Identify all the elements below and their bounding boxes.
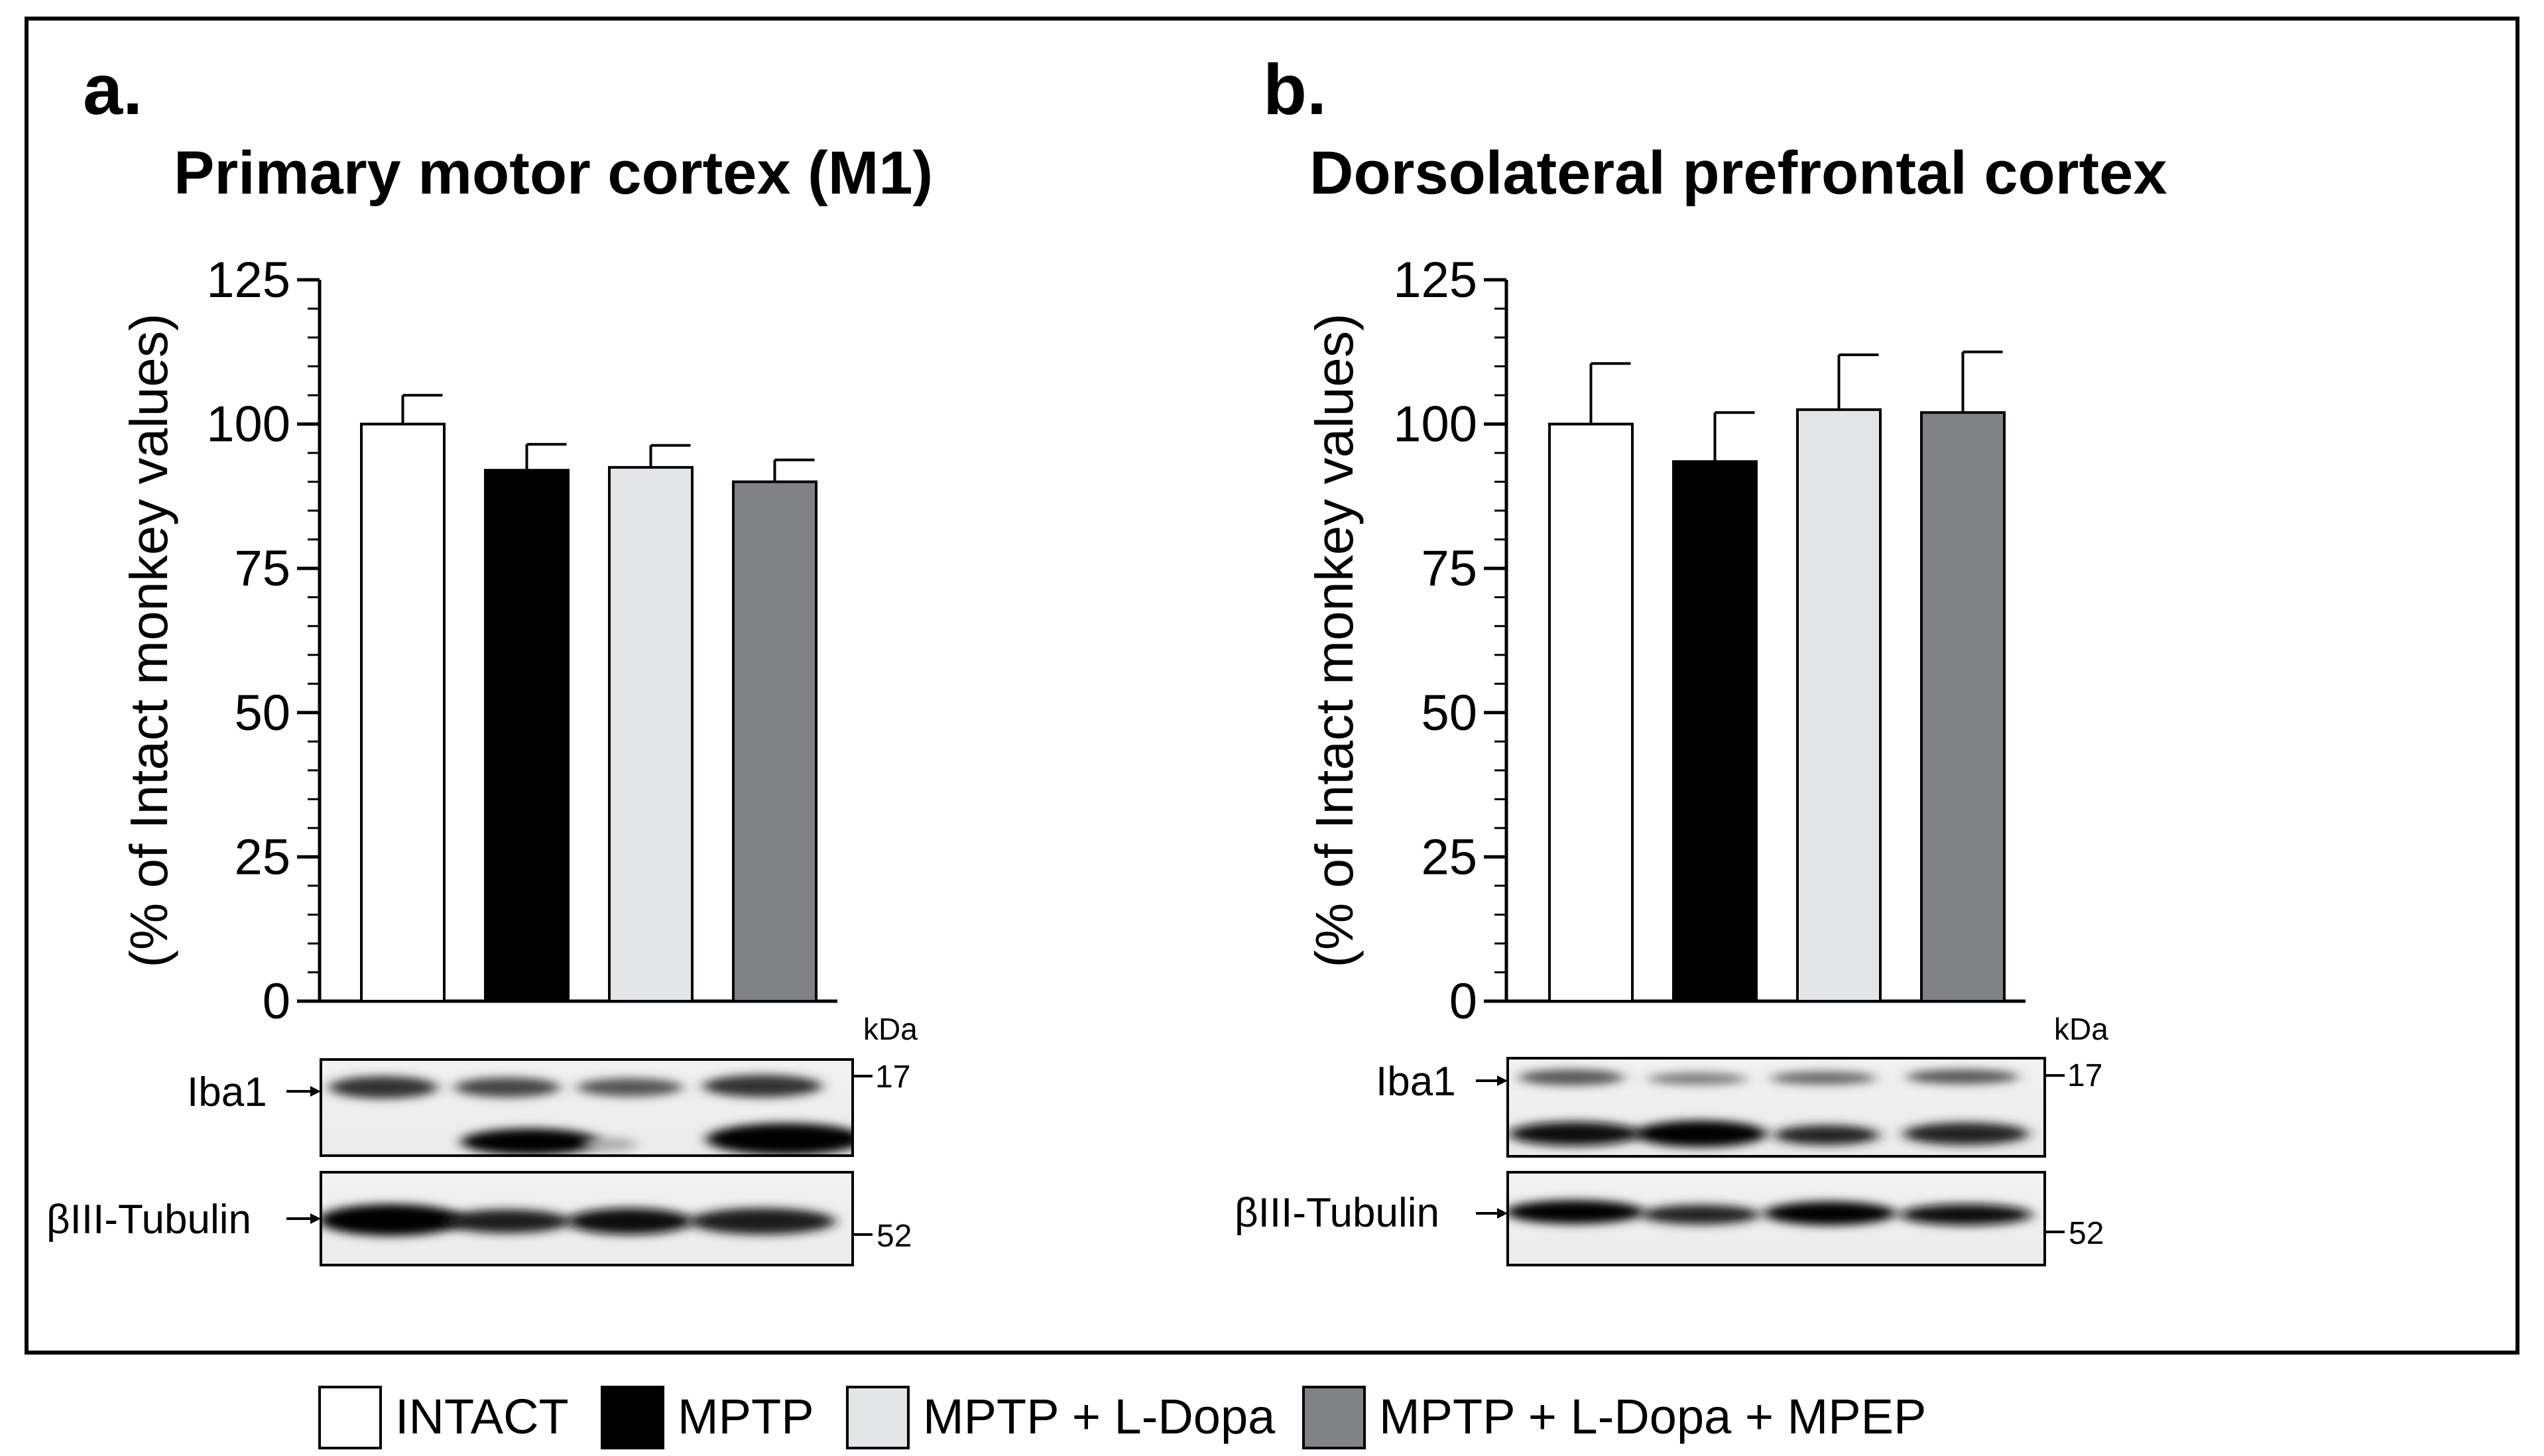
y-tick-label: 75 [234, 540, 290, 597]
blot-b-tubulin-band [1641, 1205, 1760, 1225]
bar-0 [360, 422, 446, 1002]
chart-a: 0 25 50 75 100 125 (% of Intact monkey values) [119, 252, 837, 1030]
legend-label-mptp-ldopa-mpep: MPTP + L-Dopa + MPEP [1379, 1389, 1926, 1444]
blot-a-iba1-arrowhead [310, 1086, 321, 1097]
y-tick-label: 125 [1393, 252, 1477, 308]
blot-a-tubulin-arrowhead [310, 1213, 321, 1224]
bar-1 [1672, 460, 1758, 1002]
blot-b-iba1-label: Iba1 [1376, 1059, 1456, 1105]
bar-0 [1548, 422, 1634, 1002]
y-tick-label: 0 [1449, 973, 1477, 1030]
blot-a-marker-52: 52 [877, 1219, 912, 1254]
legend-swatch-intact [318, 1386, 382, 1449]
panel-b-title: Dorsolateral prefrontal cortex [1309, 139, 2167, 207]
y-tick-label: 50 [234, 685, 290, 741]
chart-b: 0 25 50 75 100 125 (% of Intact monkey values) [1305, 252, 2026, 1030]
blot-b: kDa Iba1 17 βIII-Tubulin 52 [1235, 1012, 2108, 1266]
blot-b-tubulin-band [1764, 1201, 1896, 1225]
blot-a-iba1-band [703, 1075, 822, 1097]
blot-a-tubulin-band [322, 1204, 464, 1236]
y-tick-label: 125 [206, 252, 290, 308]
blot-a-iba1-band [329, 1076, 438, 1099]
y-tick-label: 100 [206, 396, 290, 453]
y-tick-label: 25 [1421, 829, 1477, 885]
blot-b-lower-band [1634, 1121, 1767, 1147]
bar-2 [608, 465, 694, 1002]
blot-b-tubulin-band [1900, 1204, 2032, 1225]
y-tick-label: 75 [1421, 540, 1477, 597]
blot-b-iba1-arrowhead [1497, 1075, 1508, 1086]
bar-3 [732, 480, 818, 1002]
y-tick-label: 50 [1421, 685, 1477, 741]
blot-a-kda-label: kDa [863, 1012, 918, 1046]
figure-frame [25, 17, 2519, 1355]
blot-a-iba1-band [577, 1078, 683, 1097]
blot-b-lower-band [1774, 1125, 1880, 1145]
blot-a-iba1-label: Iba1 [187, 1069, 267, 1115]
legend-label-mptp: MPTP [678, 1389, 814, 1444]
blot-b-marker-52: 52 [2069, 1216, 2104, 1251]
panel-a-label: a. [83, 49, 143, 129]
blot-a: kDa Iba1 17 βIII-Tubulin 52 [46, 1012, 918, 1266]
panel-a-title: Primary motor cortex (M1) [174, 139, 933, 207]
bar-1 [484, 469, 570, 1002]
blot-b-iba1-band [1770, 1071, 1876, 1085]
blot-b-iba1-band [1906, 1069, 2019, 1084]
blot-a-marker-17: 17 [875, 1060, 910, 1095]
y-tick-label: 100 [1393, 396, 1477, 453]
legend-swatch-mptp-ldopa [846, 1386, 910, 1449]
blot-a-iba1-band [454, 1077, 560, 1097]
legend: INTACT MPTP MPTP + L-Dopa MPTP + L-Dopa … [318, 1386, 1926, 1449]
blot-b-tubulin-arrowhead [1497, 1208, 1508, 1219]
blot-b-marker-17: 17 [2067, 1058, 2102, 1093]
blot-a-lower-band [706, 1123, 851, 1154]
legend-swatch-mptp-ldopa-mpep [1302, 1386, 1366, 1449]
blot-b-lower-band [1903, 1122, 2029, 1145]
blot-a-tubulin-band [444, 1209, 570, 1233]
bar-2 [1796, 408, 1882, 1002]
blot-a-tubulin-label: βIII-Tubulin [46, 1197, 251, 1243]
legend-label-intact: INTACT [395, 1389, 569, 1444]
y-axis-title: (% of Intact monkey values) [1305, 313, 1364, 967]
blot-b-iba1-band [1518, 1069, 1624, 1085]
blot-a-tubulin-band [567, 1208, 693, 1235]
y-tick-label: 25 [234, 829, 290, 885]
blot-b-tubulin-band [1509, 1200, 1644, 1224]
blot-a-lower-band [583, 1138, 636, 1151]
legend-swatch-mptp [601, 1386, 664, 1449]
blot-b-tubulin-label: βIII-Tubulin [1235, 1190, 1439, 1236]
bar-3 [1920, 411, 2006, 1002]
panel-b-label: b. [1263, 49, 1327, 129]
blot-a-lower-band [461, 1128, 600, 1154]
y-axis-title: (% of Intact monkey values) [119, 313, 178, 967]
y-tick-label: 0 [263, 973, 290, 1030]
blot-b-iba1-band [1648, 1073, 1747, 1085]
blot-b-kda-label: kDa [2054, 1012, 2108, 1046]
legend-label-mptp-ldopa: MPTP + L-Dopa [923, 1389, 1276, 1444]
blot-a-tubulin-band [690, 1208, 835, 1235]
blot-b-lower-band [1509, 1122, 1641, 1146]
